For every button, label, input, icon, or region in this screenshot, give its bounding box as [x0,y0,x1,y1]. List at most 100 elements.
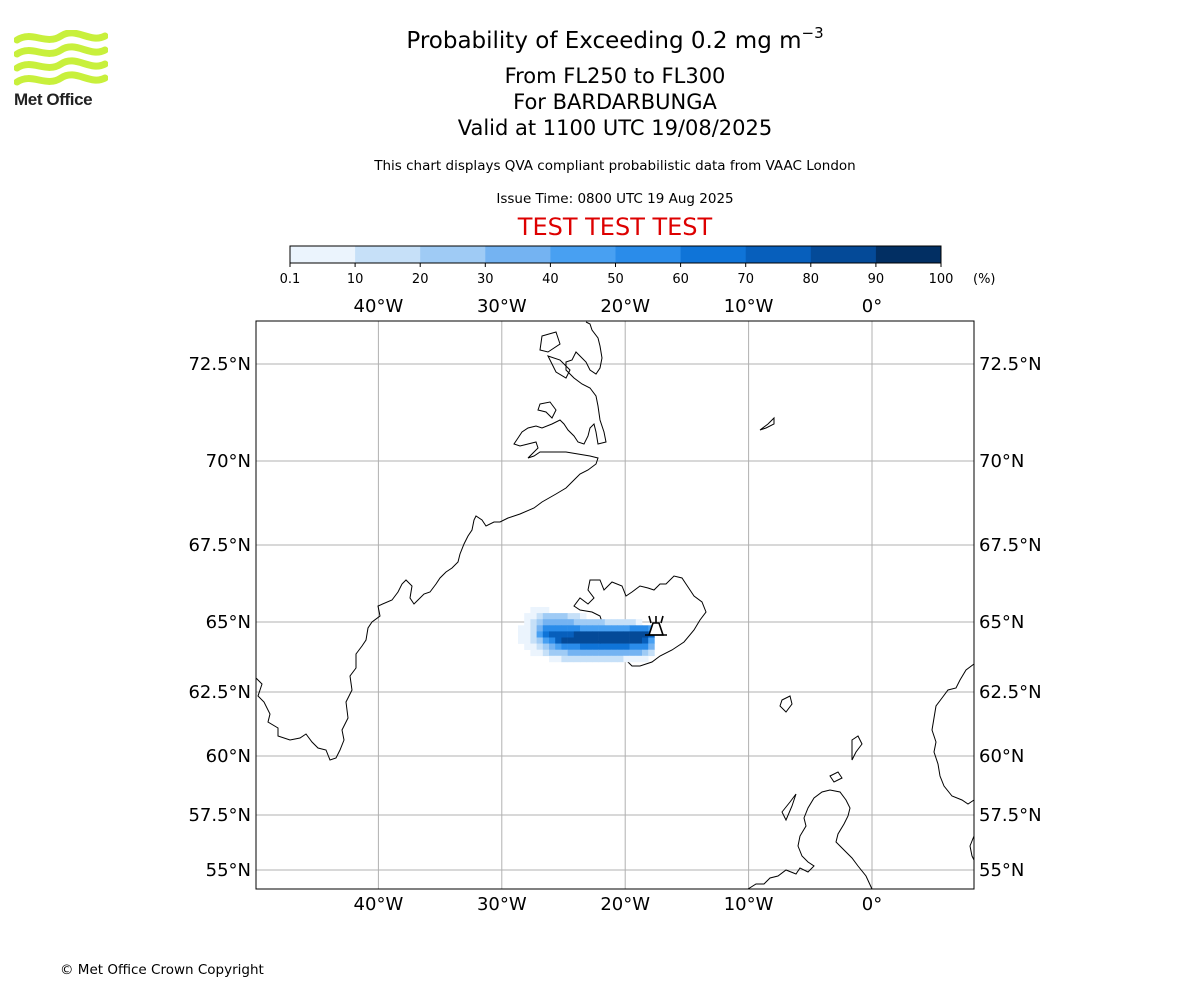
ash-probability-cell [623,643,630,650]
map-panel [255,320,975,890]
greenland-fjord-a [537,401,557,419]
ash-probability-cell [530,613,537,620]
issue-time: Issue Time: 0800 UTC 19 Aug 2025 [496,191,734,207]
ash-probability-cell [611,655,618,663]
ash-probability-cell [580,637,587,644]
ash-probability-cell [611,649,618,657]
norway-coast [931,663,975,805]
ash-probability-cell [536,637,544,644]
lon-label-top: 20°W [600,296,650,317]
ash-probability-cell [598,649,606,657]
ash-probability-cell [642,655,649,663]
ash-probability-cell [536,607,544,614]
gridlines [256,321,974,889]
colorbar-segment [810,246,877,263]
ash-probability-cell [635,619,643,626]
ash-probability-cell [536,613,544,620]
ash-probability-cell [542,643,550,650]
colorbar-segment [485,246,551,263]
ash-probability-cell [561,655,568,663]
logo-text: Met Office [14,90,93,109]
ash-probability-cell [561,631,568,638]
ash-probability-cell [530,625,537,632]
ash-probability-cell [524,619,531,626]
lon-label-top: 40°W [354,296,404,317]
ash-probability-cell [648,637,655,644]
ash-probability-cell [542,631,550,638]
ash-probability-cell [586,619,593,626]
lat-label-right: 72.5°N [979,354,1042,375]
test-banner: TEST TEST TEST [517,213,713,241]
ash-probability-cell [598,655,606,663]
lat-label-left: 70°N [206,451,251,472]
colorbar-segment [420,246,486,263]
lat-label-right: 70°N [979,451,1024,472]
ash-probability-cell [549,643,556,650]
ash-probability-cell [592,637,599,644]
ash-probability-cell [611,625,618,632]
ash-probability-cell [598,637,606,644]
ash-probability-cell [573,625,581,632]
colorbar-tick-label: 40 [542,272,559,287]
ash-probability-cell [586,649,593,657]
ash-probability-cell [586,643,593,650]
ash-probability-cell [567,625,575,632]
colorbar-tick-label: 10 [347,272,364,287]
ash-probability-cell [604,643,612,650]
ash-probability-cell [642,637,649,644]
scotland-coast [747,789,873,890]
lon-label-bottom: 30°W [477,894,527,915]
ash-probability-cell [561,613,568,620]
ash-probability-cell [635,637,643,644]
ash-probability-cell [524,631,531,638]
ash-probability-cell [629,643,637,650]
volcano-symbol-icon [645,615,667,636]
ash-probability-cell [617,655,624,663]
ash-probability-cell [623,637,630,644]
ash-probability-cell [518,625,525,632]
ash-probability-cell [542,607,550,614]
lon-label-bottom: 40°W [354,894,404,915]
greenland-fjord-b [539,331,561,353]
met-office-wave-logo-icon [14,30,108,86]
colorbar-segment [875,246,942,263]
ash-probability-cell [617,631,624,638]
colorbar-tick-label: 20 [412,272,429,287]
ash-probability-cell [567,619,575,626]
colorbar-tick-label: 70 [737,272,754,287]
map-frame [255,320,975,890]
ash-probability-cell [617,637,624,644]
ash-probability-cell [642,649,649,657]
lat-label-right: 55°N [979,860,1024,881]
lon-label-top: 30°W [477,296,527,317]
ash-probability-cell [592,631,599,638]
ash-probability-cell [604,655,612,663]
coastlines [255,321,975,890]
ash-probability-cell [536,631,544,638]
ash-probability-cell [573,619,581,626]
ash-probability-cell [580,619,587,626]
ash-probability-cell [555,649,562,657]
ash-probability-cell [555,619,562,626]
ash-probability-cell [549,655,556,663]
ash-probability-cell [561,649,568,657]
title-exponent: −3 [801,24,824,42]
longitude-labels-top: 40°W 30°W 20°W 10°W 0° [354,296,883,317]
ash-probability-cell [518,637,525,644]
ash-probability-cell [580,649,587,657]
volcano-name: For BARDARBUNGA [513,90,717,114]
lat-label-left: 62.5°N [188,682,251,703]
ash-probability-cell [592,619,599,626]
lat-label-left: 65°N [206,612,251,633]
ash-probability-cell [604,619,612,626]
ash-probability-cell [586,631,593,638]
lon-label-bottom: 10°W [724,894,774,915]
ash-probability-cell [524,613,531,620]
ash-probability-cell [629,625,637,632]
lat-label-left: 57.5°N [188,805,251,826]
ash-probability-cell [617,619,624,626]
ash-probability-cell [592,649,599,657]
ash-probability-cell [561,643,568,650]
ash-probability-cell [567,643,575,650]
